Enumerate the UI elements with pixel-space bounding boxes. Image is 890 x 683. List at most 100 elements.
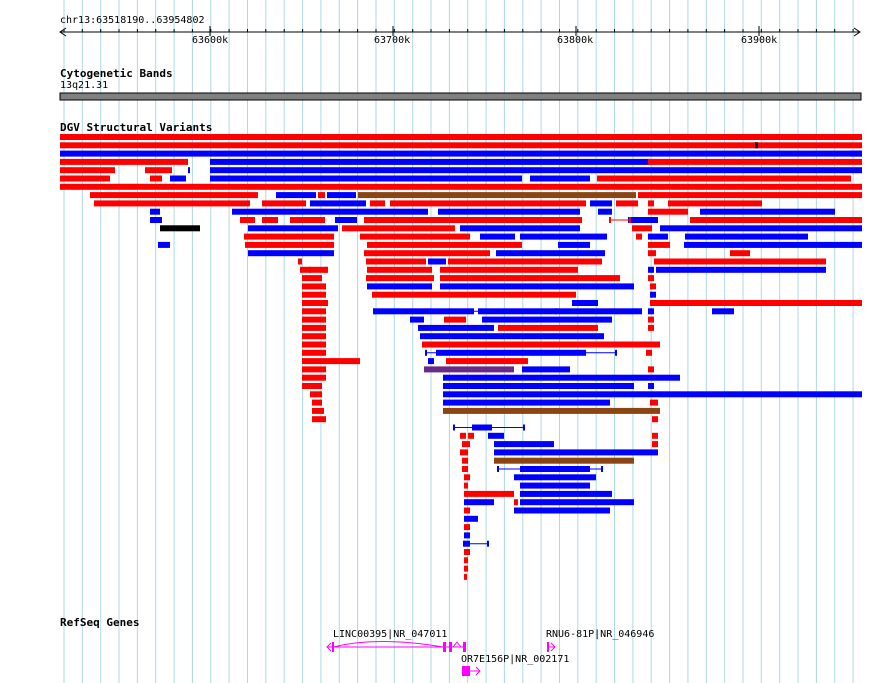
dgv-variant-loss-128[interactable] xyxy=(648,383,654,389)
dgv-variant-loss-80[interactable] xyxy=(648,266,654,273)
dgv-variant-loss-4[interactable] xyxy=(850,150,862,157)
dgv-variant-gain-124[interactable] xyxy=(302,374,326,381)
dgv-variant-loss-64[interactable] xyxy=(558,241,590,248)
dgv-variant-loss-98[interactable] xyxy=(478,308,642,315)
dgv-variant-gain-19[interactable] xyxy=(90,192,258,199)
dgv-variant-gain-119[interactable] xyxy=(446,358,528,365)
dgv-variant-gain-164[interactable] xyxy=(464,524,470,531)
dgv-variant-loss-118[interactable] xyxy=(428,358,434,365)
dgv-variant-loss-132[interactable] xyxy=(443,399,610,406)
dgv-variant-loss-99[interactable] xyxy=(648,308,654,315)
dgv-variant-loss-6[interactable] xyxy=(210,158,650,165)
dgv-variant-gain-24[interactable] xyxy=(638,192,862,199)
dgv-variant-gain-29[interactable] xyxy=(390,200,586,207)
dgv-variant-gain-0[interactable] xyxy=(60,134,862,140)
dgv-variant-loss-122[interactable] xyxy=(522,366,570,373)
dgv-variant-gain-90[interactable] xyxy=(302,291,326,298)
dgv-variant-loss-157[interactable] xyxy=(520,490,612,497)
dgv-variant-gain-79[interactable] xyxy=(440,266,578,273)
dgv-variant-complex-23[interactable] xyxy=(358,192,636,199)
dgv-variant-loss-39[interactable] xyxy=(700,208,835,215)
dgv-variant-gain-83[interactable] xyxy=(366,275,434,282)
gene-rnu6-81p[interactable] xyxy=(547,642,556,652)
dgv-variant-gain-137[interactable] xyxy=(652,416,658,423)
dgv-variant-loss-104[interactable] xyxy=(482,316,612,323)
dgv-variant-gain-117[interactable] xyxy=(302,358,360,365)
dgv-variant-gain-28[interactable] xyxy=(370,200,385,207)
dgv-variant-loss-155[interactable] xyxy=(520,482,590,489)
dgv-variant-gain-65[interactable] xyxy=(648,241,670,248)
dgv-variant-gain-93[interactable] xyxy=(302,300,328,306)
dgv-variant-gain-58[interactable] xyxy=(636,233,642,240)
dgv-variant-gain-103[interactable] xyxy=(444,316,466,323)
dgv-variant-loss-10[interactable] xyxy=(188,167,190,174)
dgv-variant-gain-70[interactable] xyxy=(648,250,656,257)
dgv-features[interactable] xyxy=(60,134,862,580)
position-ruler[interactable] xyxy=(59,26,861,37)
dgv-variant-gain-154[interactable] xyxy=(464,482,468,489)
gene-label-or7e156p[interactable]: OR7E156P|NR_002171 xyxy=(461,654,570,665)
dgv-variant-gain-136[interactable] xyxy=(312,416,326,423)
dgv-variant-loss-46[interactable] xyxy=(628,217,658,223)
dgv-variant-gain-168[interactable] xyxy=(464,557,468,564)
dgv-variant-loss-144[interactable] xyxy=(494,441,554,448)
dgv-variant-gain-72[interactable] xyxy=(298,258,302,265)
dgv-variant-gain-161[interactable] xyxy=(464,507,470,514)
dgv-variant-gain-114[interactable] xyxy=(302,349,326,356)
dgv-variant-gain-76[interactable] xyxy=(654,258,826,265)
dgv-variant-loss-51[interactable] xyxy=(460,225,580,232)
dgv-variant-gain-12[interactable] xyxy=(60,175,110,182)
dgv-variant-loss-94[interactable] xyxy=(572,300,598,306)
dgv-variant-gain-18[interactable] xyxy=(60,183,862,190)
dgv-variant-gain-43[interactable] xyxy=(290,217,325,223)
dgv-variant-loss-22[interactable] xyxy=(327,192,356,199)
dgv-variant-gain-26[interactable] xyxy=(262,200,306,207)
dgv-variant-loss-34[interactable] xyxy=(150,208,160,215)
dgv-variant-loss-153[interactable] xyxy=(514,474,596,481)
dgv-variant-loss-53[interactable] xyxy=(660,225,862,232)
dgv-variant-gain-89[interactable] xyxy=(650,283,656,290)
dgv-variant-loss-44[interactable] xyxy=(335,217,357,223)
dgv-variant-loss-165[interactable] xyxy=(464,532,470,539)
dgv-variant-loss-160[interactable] xyxy=(520,499,634,506)
dgv-variant-gain-101[interactable] xyxy=(302,316,326,323)
dgv-variant-gain-139[interactable] xyxy=(460,432,466,439)
dgv-variant-gain-91[interactable] xyxy=(372,291,576,298)
dgv-variant-gain-42[interactable] xyxy=(262,217,278,223)
dgv-variant-gain-38[interactable] xyxy=(648,208,688,215)
dgv-variant-loss-15[interactable] xyxy=(210,175,522,182)
dgv-variant-gain-84[interactable] xyxy=(440,275,620,282)
dgv-variant-gain-62[interactable] xyxy=(245,241,334,248)
dgv-variant-gain-148[interactable] xyxy=(462,457,468,464)
dgv-variant-loss-130[interactable] xyxy=(443,391,862,398)
dgv-variant-loss-20[interactable] xyxy=(276,192,316,199)
refseq-gene-models[interactable] xyxy=(326,641,556,677)
dgv-variant-gain-123[interactable] xyxy=(648,366,654,373)
dgv-variant-gain-113[interactable] xyxy=(422,341,660,348)
dgv-variant-loss-36[interactable] xyxy=(438,208,580,215)
dgv-variant-gain-52[interactable] xyxy=(632,225,652,232)
dgv-variant-loss-163[interactable] xyxy=(464,515,478,522)
dgv-variant-other-48[interactable] xyxy=(160,225,200,232)
dgv-variant-gain-5[interactable] xyxy=(60,158,188,165)
dgv-variant-gain-86[interactable] xyxy=(302,283,326,290)
dgv-variant-loss-11[interactable] xyxy=(210,167,862,174)
dgv-variant-loss-60[interactable] xyxy=(685,233,808,240)
dgv-variant-loss-92[interactable] xyxy=(650,291,656,298)
dgv-variant-gain-140[interactable] xyxy=(468,432,474,439)
dgv-variant-gain-31[interactable] xyxy=(616,200,638,207)
dgv-variant-gain-120[interactable] xyxy=(302,366,326,373)
dgv-variant-gain-170[interactable] xyxy=(464,573,467,580)
dgv-variant-other-2[interactable] xyxy=(755,142,758,149)
dgv-variant-loss-147[interactable] xyxy=(494,449,658,456)
dgv-variant-gain-13[interactable] xyxy=(150,175,162,182)
dgv-variant-loss-107[interactable] xyxy=(418,324,494,331)
dgv-variant-gain-41[interactable] xyxy=(240,217,255,223)
dgv-variant-loss-87[interactable] xyxy=(367,283,432,290)
dgv-variant-gain-108[interactable] xyxy=(498,324,598,331)
dgv-variant-loss-49[interactable] xyxy=(248,225,338,232)
dgv-variant-gain-110[interactable] xyxy=(302,333,326,340)
dgv-variant-gain-63[interactable] xyxy=(367,241,522,248)
dgv-variant-gain-8[interactable] xyxy=(60,167,115,174)
cytoband-13q21-31[interactable] xyxy=(59,92,862,101)
